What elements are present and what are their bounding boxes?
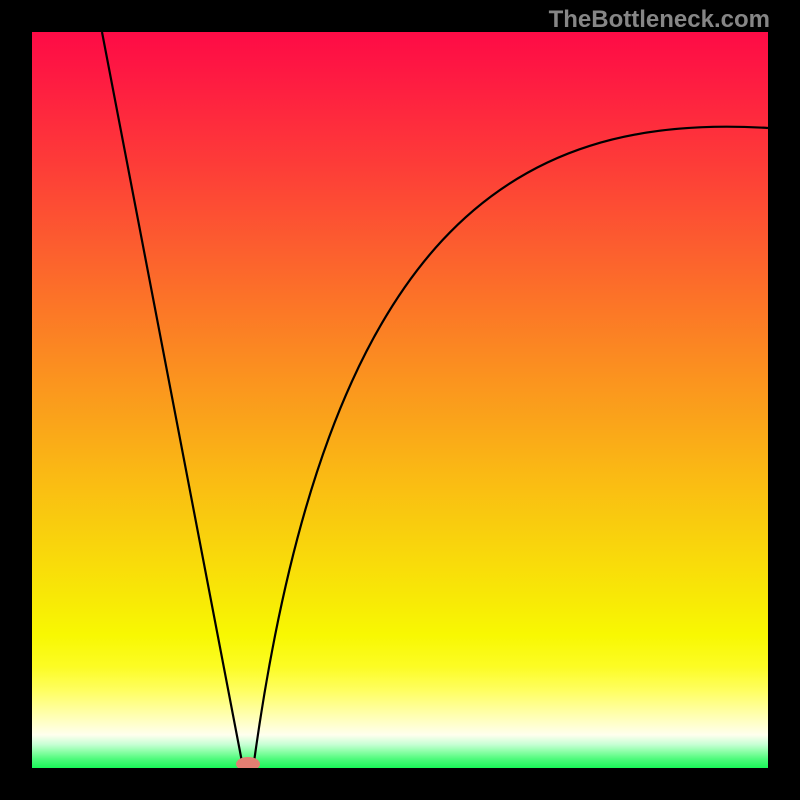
bottleneck-curve — [102, 32, 768, 762]
curve-layer — [32, 32, 768, 768]
trough-marker — [236, 757, 260, 768]
watermark-text: TheBottleneck.com — [549, 6, 770, 34]
chart-container: TheBottleneck.com — [0, 0, 800, 800]
